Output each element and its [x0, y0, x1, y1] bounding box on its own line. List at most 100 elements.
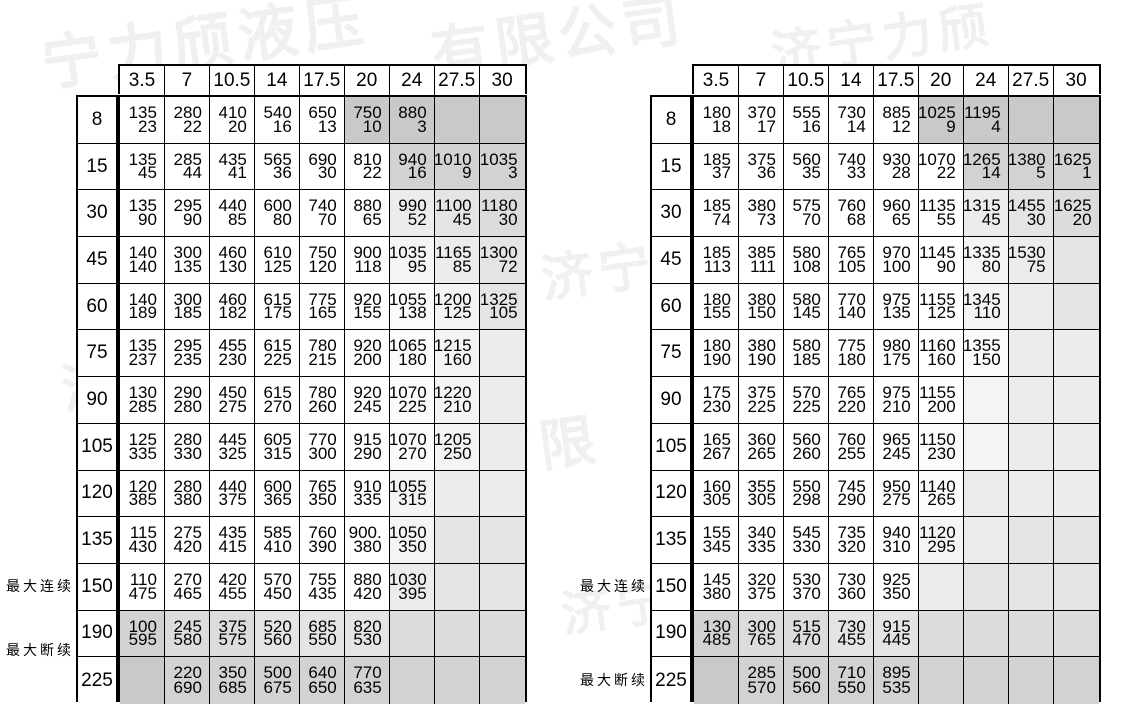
cell-secondary-value: 22 — [936, 163, 956, 183]
cell-primary-value: 220 — [173, 663, 202, 683]
cell-secondary-value: 210 — [882, 396, 911, 416]
data-cell — [1008, 423, 1054, 471]
cell-primary-value: 530 — [792, 569, 821, 589]
cell-secondary-value: 275 — [218, 396, 247, 416]
data-cell: 770 300 — [299, 423, 345, 471]
cell-primary-value: 1180 — [481, 196, 518, 216]
cell-secondary-value: 17 — [756, 116, 776, 136]
data-cell — [1053, 283, 1099, 331]
data-cell: 125 335 — [120, 423, 165, 471]
cell-primary-value: 765 — [308, 476, 337, 496]
data-cell — [389, 657, 435, 704]
cell-primary-value: 1070 — [388, 429, 427, 449]
data-cell: 1220 210 — [433, 377, 480, 424]
cell-secondary-value: 113 — [703, 256, 731, 276]
cell-primary-value: 410 — [218, 103, 247, 122]
cell-secondary-value: 570 — [747, 677, 776, 697]
data-cell — [1053, 563, 1099, 611]
cell-primary-value: 370 — [747, 103, 776, 122]
column-header-30: 30 — [479, 66, 525, 96]
data-cell: 750 10 — [344, 97, 390, 144]
data-cell — [479, 330, 525, 378]
data-cell — [963, 423, 1009, 471]
cell-secondary-value: 182 — [218, 303, 247, 323]
cell-primary-value: 1150 — [919, 429, 956, 449]
cell-secondary-value: 90 — [138, 210, 157, 230]
data-cell — [1008, 563, 1054, 611]
cell-secondary-value: 125 — [263, 256, 292, 276]
data-cell: 1205 250 — [434, 423, 480, 471]
cell-secondary-value: 125 — [927, 303, 956, 323]
cell-primary-value: 285 — [747, 663, 776, 683]
data-cell: 580 108 — [783, 237, 829, 284]
data-cell — [479, 423, 525, 471]
cell-secondary-value: 435 — [308, 583, 337, 603]
data-cell: 385 111 — [738, 237, 784, 284]
cell-secondary-value: 560 — [263, 630, 292, 650]
data-cell: 820 530 — [344, 610, 390, 658]
cell-secondary-value: 160 — [927, 350, 956, 370]
cell-secondary-value: 580 — [173, 630, 202, 650]
data-cell: 770 140 — [828, 283, 874, 331]
table-row: 135 90 295 90 440 85 600 80 740 70 880 65 990 52 1100 4… — [120, 190, 525, 238]
data-cell: 615 270 — [254, 377, 300, 424]
cell-primary-value: 915 — [882, 616, 911, 636]
cell-secondary-value: 375 — [747, 583, 776, 603]
cell-primary-value: 140 — [128, 243, 157, 263]
cell-primary-value: 580 — [792, 336, 821, 356]
cell-secondary-value: 160 — [443, 350, 472, 370]
data-cell — [918, 610, 964, 658]
cell-primary-value: 280 — [173, 429, 202, 449]
data-cell: 380 150 — [738, 283, 784, 331]
cell-primary-value: 970 — [882, 243, 911, 263]
data-cell: 295 90 — [164, 190, 210, 238]
row-header-190: 190 — [78, 610, 116, 658]
cell-secondary-value: 200 — [353, 350, 382, 370]
cell-primary-value: 540 — [263, 103, 292, 122]
cell-secondary-value: 110 — [973, 303, 1001, 323]
data-cell — [434, 563, 480, 611]
data-cell: 140 189 — [120, 283, 165, 331]
column-header-10-5: 10.5 — [209, 66, 255, 96]
cell-primary-value: 165 — [702, 429, 731, 449]
data-cell — [479, 563, 525, 611]
cell-primary-value: 750 — [308, 243, 337, 263]
cell-secondary-value: 335 — [128, 443, 157, 463]
cell-primary-value: 650 — [308, 103, 337, 122]
row-header-15: 15 — [652, 143, 690, 191]
cell-secondary-value: 310 — [882, 536, 911, 556]
data-cell — [434, 517, 480, 564]
cell-primary-value: 1335 — [962, 243, 1001, 263]
cell-primary-value: 1140 — [919, 476, 956, 496]
cell-primary-value: 880 — [353, 569, 382, 589]
cell-secondary-value: 80 — [272, 210, 292, 230]
cell-primary-value: 580 — [792, 289, 821, 309]
data-cell: 760 255 — [828, 423, 874, 471]
cell-secondary-value: 3 — [417, 116, 427, 136]
cell-secondary-value: 75 — [1026, 256, 1046, 276]
row-header-75: 75 — [78, 330, 116, 378]
row-header-30: 30 — [78, 190, 116, 238]
cell-primary-value: 175 — [702, 383, 731, 403]
cell-secondary-value: 650 — [308, 677, 337, 697]
cell-primary-value: 930 — [882, 149, 911, 169]
data-cell: 1055 138 — [389, 283, 435, 331]
data-cell: 960 65 — [873, 190, 919, 238]
data-cell: 965 245 — [873, 423, 919, 471]
cell-primary-value: 1220 — [433, 383, 472, 403]
data-cell: 750 120 — [299, 237, 345, 284]
data-cell: 565 36 — [254, 143, 300, 191]
cell-primary-value: 1530 — [1007, 243, 1046, 263]
data-cell — [479, 610, 525, 658]
cell-primary-value: 975 — [882, 289, 911, 309]
cell-secondary-value: 80 — [981, 256, 1001, 276]
data-cell: 145 380 — [694, 563, 739, 611]
data-cell: 380 190 — [738, 330, 784, 378]
data-cell — [434, 97, 480, 144]
data-cell: 460 182 — [209, 283, 255, 331]
cell-primary-value: 710 — [837, 663, 866, 683]
cell-secondary-value: 9 — [946, 116, 956, 136]
cell-primary-value: 560 — [792, 149, 821, 169]
cell-primary-value: 580 — [792, 243, 821, 263]
data-cell: 920 245 — [344, 377, 390, 424]
